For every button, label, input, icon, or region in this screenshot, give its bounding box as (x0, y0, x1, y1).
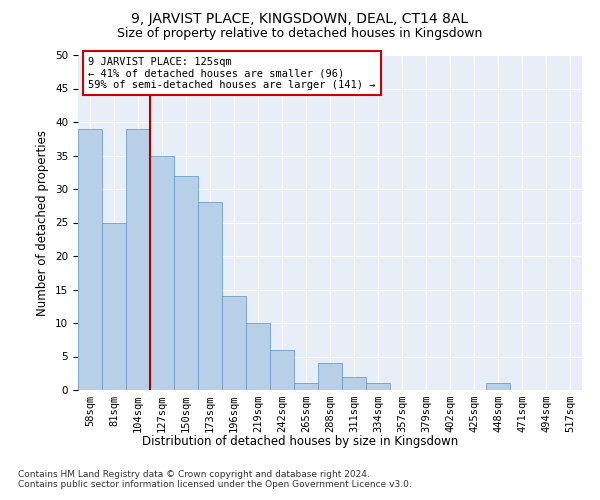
Bar (486, 384, 510, 390)
Bar (150, 156, 174, 390)
Bar (222, 296, 246, 390)
Bar (198, 202, 222, 390)
Bar (270, 350, 294, 390)
Bar (246, 323, 270, 390)
Text: Size of property relative to detached houses in Kingsdown: Size of property relative to detached ho… (118, 28, 482, 40)
Bar (294, 384, 318, 390)
Text: Distribution of detached houses by size in Kingsdown: Distribution of detached houses by size … (142, 435, 458, 448)
Text: 9, JARVIST PLACE, KINGSDOWN, DEAL, CT14 8AL: 9, JARVIST PLACE, KINGSDOWN, DEAL, CT14 … (131, 12, 469, 26)
Y-axis label: Number of detached properties: Number of detached properties (37, 130, 49, 316)
Bar (102, 222, 126, 390)
Bar (126, 128, 150, 390)
Bar (174, 176, 198, 390)
Bar (318, 363, 342, 390)
Bar (342, 376, 366, 390)
Bar (78, 128, 102, 390)
Text: Contains HM Land Registry data © Crown copyright and database right 2024.
Contai: Contains HM Land Registry data © Crown c… (18, 470, 412, 490)
Bar (366, 384, 390, 390)
Text: 9 JARVIST PLACE: 125sqm
← 41% of detached houses are smaller (96)
59% of semi-de: 9 JARVIST PLACE: 125sqm ← 41% of detache… (88, 56, 376, 90)
